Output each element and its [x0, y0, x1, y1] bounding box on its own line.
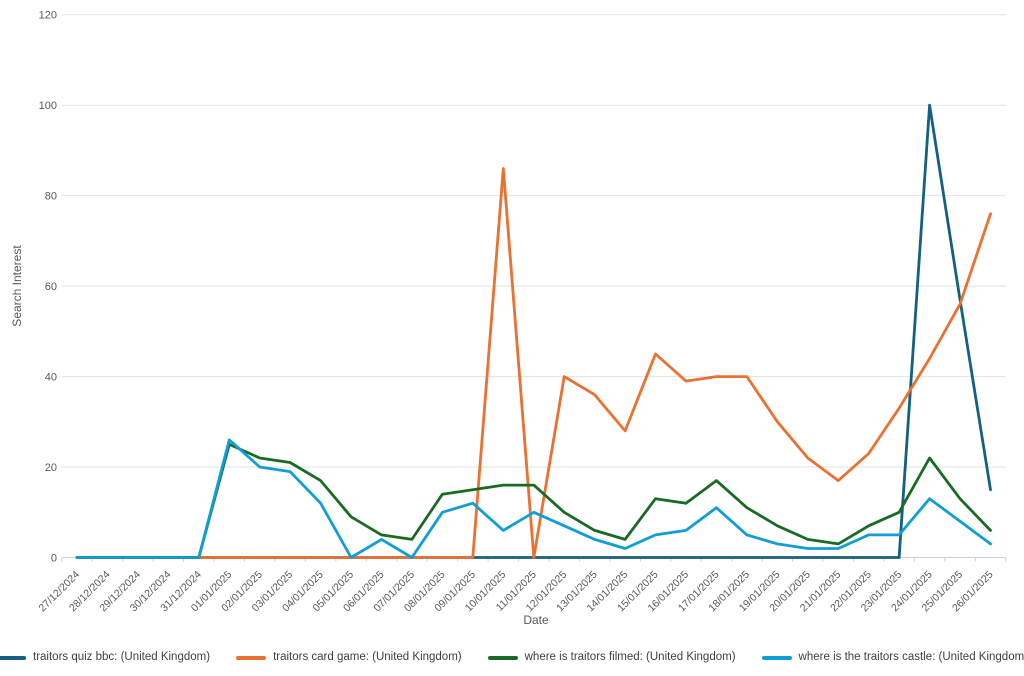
series-line-0 — [75, 103, 992, 559]
series-lines — [75, 103, 992, 559]
y-tick-label: 40 — [45, 372, 57, 384]
legend-item-where-filmed: where is traitors filmed: (United Kingdo… — [487, 651, 736, 664]
y-tick-label: 80 — [45, 191, 57, 203]
series-line-3 — [75, 438, 992, 559]
legend-line-swatch — [0, 656, 26, 660]
y-tick-label: 0 — [51, 553, 57, 565]
x-axis-tick-labels: 27/12/202428/12/202429/12/202430/12/2024… — [36, 569, 995, 615]
series-line-1 — [75, 167, 992, 559]
y-tick-label: 60 — [45, 281, 57, 293]
legend-item-traitors-castle: where is the traitors castle: (United Ki… — [761, 651, 1024, 664]
gridlines — [61, 14, 1006, 558]
legend-label: where is traitors filmed: (United Kingdo… — [524, 651, 736, 664]
y-tick-label: 20 — [45, 462, 57, 474]
legend-label: traitors card game: (United Kingdom) — [273, 651, 462, 664]
legend-line-swatch — [487, 656, 518, 660]
y-axis-title: Search Interest — [10, 245, 24, 327]
legend: traitors quiz bbc: (United Kingdom) trai… — [0, 646, 1024, 670]
legend-line-swatch — [761, 656, 792, 660]
y-tick-label: 120 — [39, 10, 57, 22]
legend-label: where is the traitors castle: (United Ki… — [798, 651, 1024, 664]
legend-item-card-game: traitors card game: (United Kingdom) — [236, 652, 462, 664]
y-tick-label: 100 — [39, 100, 57, 112]
y-axis-tick-labels: 0 20 40 60 80 100 120 — [39, 10, 57, 565]
legend-line-swatch — [236, 656, 267, 660]
legend-label: traitors quiz bbc: (United Kingdom) — [33, 651, 211, 664]
x-axis-title: Date — [523, 613, 549, 627]
legend-item-quiz-bbc: traitors quiz bbc: (United Kingdom) — [0, 652, 210, 664]
line-chart: 0 20 40 60 80 100 120 27/12/202428/12/202429/1… — [10, 10, 1007, 627]
